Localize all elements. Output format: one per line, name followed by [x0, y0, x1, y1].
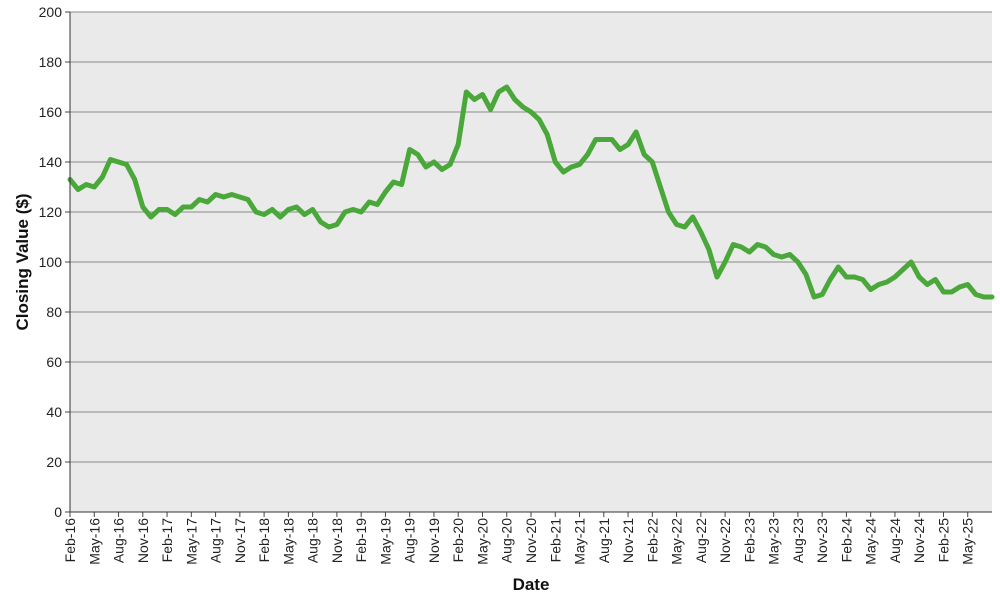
x-tick-label: Nov-17: [232, 518, 248, 563]
y-axis-label: Closing Value ($): [13, 194, 32, 331]
x-axis-ticks: Feb-16 May-16 Aug-16 Nov-16 Feb-17 May-17 Aug-…: [62, 512, 976, 565]
x-tick-label: Feb-18: [256, 518, 272, 563]
gridlines: [70, 11, 992, 513]
x-tick-label: Aug-24: [887, 518, 903, 563]
y-tick-label: 60: [46, 354, 62, 370]
series-line: [67, 84, 995, 300]
x-tick-label: Aug-16: [111, 518, 127, 563]
x-tick-label: Feb-17: [159, 518, 175, 563]
x-tick-label: May-20: [474, 518, 490, 565]
y-tick-label: 160: [39, 104, 63, 120]
x-tick-label: Feb-19: [353, 518, 369, 563]
x-tick-label: Nov-18: [329, 518, 345, 563]
x-tick-label: May-25: [960, 518, 976, 565]
x-tick-label: Feb-20: [450, 518, 466, 563]
y-tick-label: 0: [54, 504, 62, 520]
x-tick-label: May-21: [572, 518, 588, 565]
y-tick-label: 120: [39, 204, 63, 220]
x-tick-label: May-19: [377, 518, 393, 565]
y-tick-label: 40: [46, 404, 62, 420]
x-tick-label: Aug-19: [402, 518, 418, 563]
x-axis-label: Date: [513, 575, 550, 594]
x-tick-label: May-18: [280, 518, 296, 565]
y-tick-label: 80: [46, 304, 62, 320]
x-tick-label: Aug-23: [790, 518, 806, 563]
y-axis-ticks: 0 20 40 60 80 100 120 140 160 180 200: [39, 4, 70, 520]
x-tick-label: Aug-20: [499, 518, 515, 563]
x-tick-label: Nov-24: [911, 518, 927, 563]
x-tick-label: Nov-20: [523, 518, 539, 563]
x-tick-label: Feb-25: [935, 518, 951, 563]
x-tick-label: May-17: [183, 518, 199, 565]
y-tick-label: 140: [39, 154, 63, 170]
y-tick-label: 180: [39, 54, 63, 70]
x-tick-label: Nov-16: [135, 518, 151, 563]
x-tick-label: Feb-22: [644, 518, 660, 563]
x-tick-label: Feb-23: [741, 518, 757, 563]
x-tick-label: May-22: [669, 518, 685, 565]
y-tick-label: 100: [39, 254, 63, 270]
x-tick-label: Aug-22: [693, 518, 709, 563]
x-tick-label: Nov-22: [717, 518, 733, 563]
x-tick-label: Aug-18: [305, 518, 321, 563]
x-tick-label: May-16: [86, 518, 102, 565]
x-tick-label: May-23: [766, 518, 782, 565]
y-tick-label: 20: [46, 454, 62, 470]
x-tick-label: Feb-24: [838, 518, 854, 563]
x-tick-label: Feb-21: [547, 518, 563, 563]
y-tick-label: 200: [39, 4, 63, 20]
x-tick-label: Nov-19: [426, 518, 442, 563]
x-tick-label: Feb-16: [62, 518, 78, 563]
x-tick-label: May-24: [863, 518, 879, 565]
x-tick-label: Nov-23: [814, 518, 830, 563]
x-tick-label: Aug-21: [596, 518, 612, 563]
x-tick-label: Aug-17: [208, 518, 224, 563]
x-tick-label: Nov-21: [620, 518, 636, 563]
